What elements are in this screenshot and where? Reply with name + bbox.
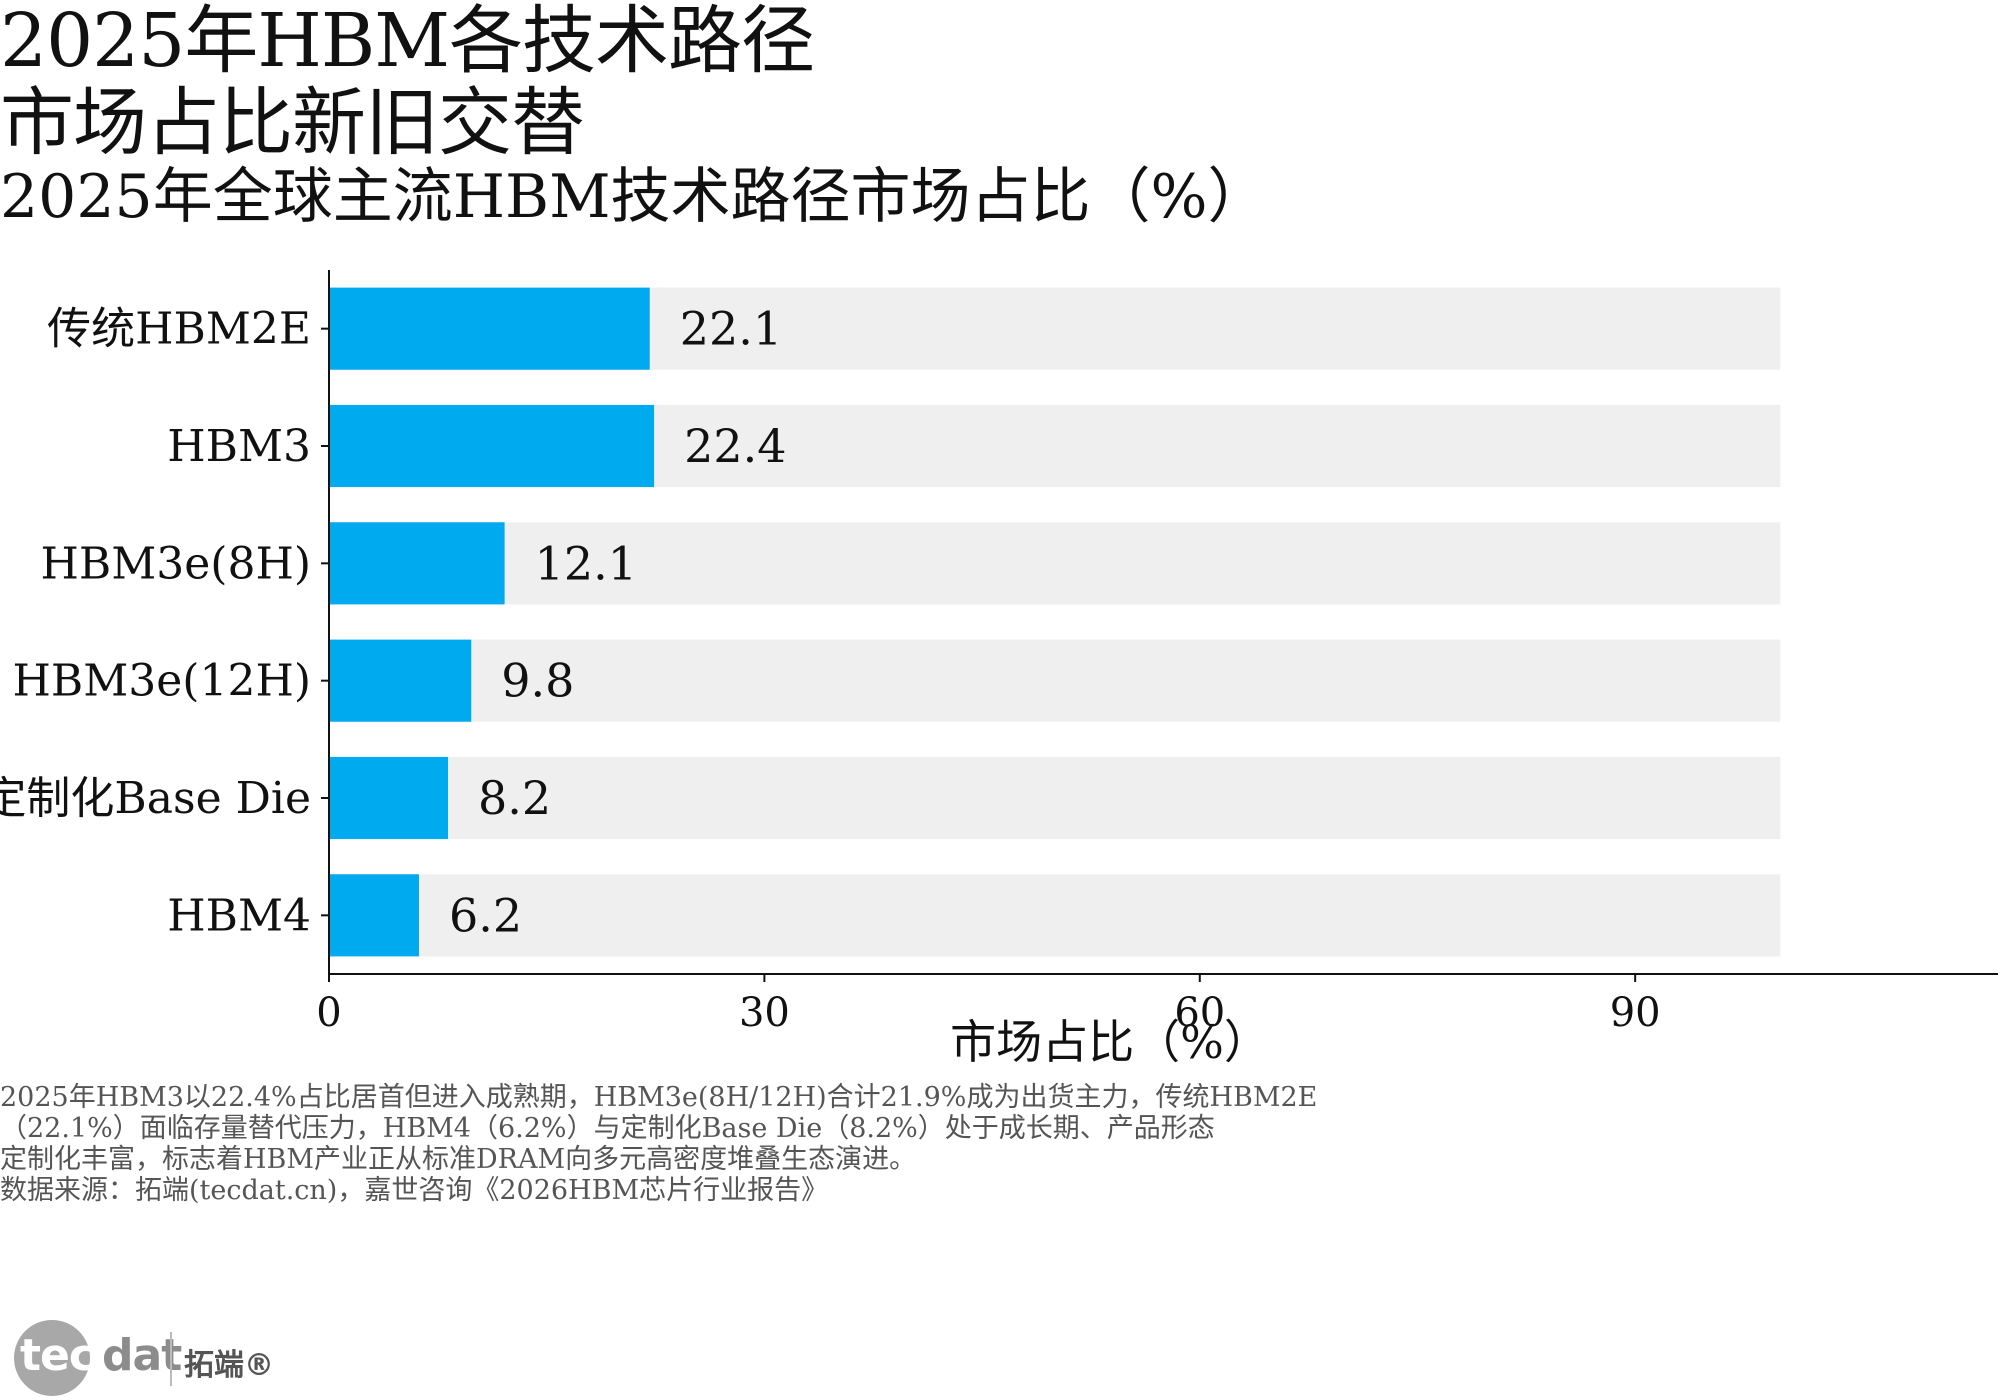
value-label: 9.8	[501, 654, 574, 708]
category-label: 定制化Base Die	[0, 773, 311, 824]
bar	[329, 404, 655, 488]
value-label: 22.4	[684, 419, 786, 473]
logo-circle	[14, 1320, 90, 1396]
bar	[329, 874, 419, 957]
title-line-1: 2025年HBM各技术路径	[0, 0, 815, 84]
category-label: HBM3e(12H)	[13, 656, 311, 707]
bar-track	[329, 756, 1781, 840]
value-label: 6.2	[449, 888, 522, 942]
category-label: HBM4	[167, 890, 311, 941]
category-label: HBM3	[167, 421, 311, 472]
x-tick-label: 0	[316, 990, 341, 1036]
tecdat-logo: tec dat 拓端®	[14, 1320, 314, 1400]
bar-track	[329, 522, 1781, 605]
bar	[329, 522, 505, 605]
x-tick-label: 90	[1610, 990, 1661, 1036]
value-label: 12.1	[535, 536, 637, 590]
category-label: HBM3e(8H)	[41, 538, 312, 589]
note-line-3: 定制化丰富，标志着HBM产业正从标准DRAM向多元高密度堆叠生态演进。	[0, 1144, 917, 1175]
bar	[329, 756, 449, 840]
bar-chart: 22.1 22.4 12.1 9.8 8.2 6.2 传统HBM2E HBM3 HBM3e(8…	[0, 270, 1998, 1069]
x-tick-label: 30	[739, 990, 790, 1036]
chart-title: 2025年HBM各技术路径 市场占比新旧交替	[0, 0, 815, 166]
logo-text-dat: dat	[102, 1330, 182, 1381]
category-label: 传统HBM2E	[47, 304, 311, 355]
bar	[329, 639, 472, 722]
bar-track	[329, 874, 1781, 957]
logo-text-cn: 拓端®	[184, 1348, 274, 1383]
source-line: 数据来源：拓端(tecdat.cn)，嘉世咨询《2026HBM芯片行业报告》	[0, 1175, 829, 1206]
x-tick-label: 60	[1174, 990, 1225, 1036]
x-ticks: 0 30 60 90	[316, 974, 1661, 1036]
category-labels: 传统HBM2E HBM3 HBM3e(8H) HBM3e(12H) 定制化Base Di…	[0, 304, 329, 941]
note-line-1: 2025年HBM3以22.4%占比居首但进入成熟期，HBM3e(8H/12H)合…	[0, 1082, 1318, 1113]
bar-tracks	[329, 287, 1781, 957]
logo-text-tec: tec	[20, 1330, 95, 1381]
bar	[329, 287, 650, 370]
bars	[329, 287, 655, 957]
title-line-2: 市场占比新旧交替	[0, 80, 585, 166]
chart-note: 2025年HBM3以22.4%占比居首但进入成熟期，HBM3e(8H/12H)合…	[0, 1082, 1317, 1206]
note-line-2: （22.1%）面临存量替代压力，HBM4（6.2%）与定制化Base Die（8…	[0, 1113, 1215, 1144]
x-axis-label: 市场占比（%）	[950, 1015, 1270, 1069]
value-label: 22.1	[680, 302, 782, 356]
chart-subtitle: 2025年全球主流HBM技术路径市场占比（%）	[0, 162, 1268, 232]
logo-divider	[170, 1332, 172, 1386]
value-labels: 22.1 22.4 12.1 9.8 8.2 6.2	[449, 302, 787, 943]
axes	[328, 270, 1998, 975]
value-label: 8.2	[478, 771, 551, 825]
bar-track	[329, 639, 1781, 722]
